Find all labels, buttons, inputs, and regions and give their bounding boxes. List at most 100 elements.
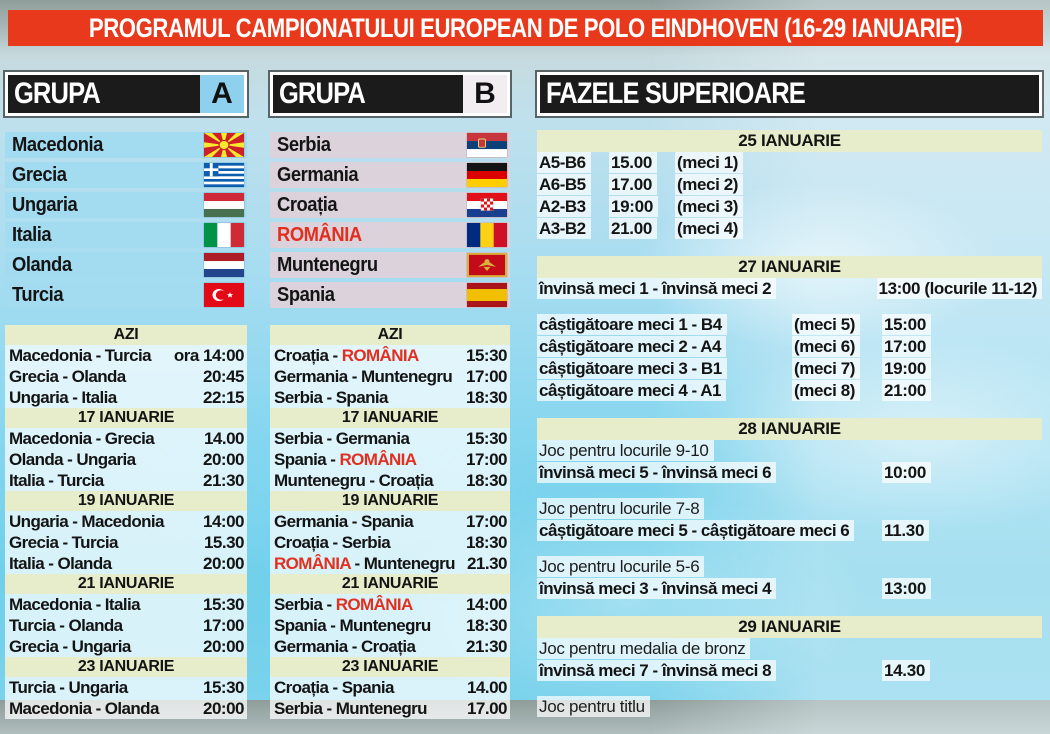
match-away: Muntenegru [335,699,428,718]
flag-turkey-icon [204,283,244,307]
match-away: Germania [335,429,410,448]
team-name: Muntenegru [277,253,378,276]
match-row: Italia - Olanda 20:00 [5,553,247,574]
match-teams: Macedonia - Grecia [9,429,155,448]
phase-note: (meci 1) [675,152,744,173]
team-row: Grecia [5,162,247,188]
phase-match-code: A3-B2 [537,218,591,239]
phase-note: (meci 8) [792,380,861,401]
match-teams: ROMÂNIA - Muntenegru [274,554,456,573]
match-away: Turcia [57,471,104,490]
match-teams: Spania - Muntenegru [274,616,431,635]
phase-spacer [537,682,1042,696]
schedule-date-bar: 23 IANUARIE [5,657,247,677]
match-teams: Macedonia - Italia [9,595,141,614]
phase-row: câștigătoare meci 4 - A1 (meci 8) 21:00 [537,380,1042,402]
group-a-schedule: AZI Macedonia - Turcia ora 14:00 Grecia - O… [5,325,247,719]
match-home: Germania [274,512,348,531]
match-row: Germania - Spania 17:00 [270,511,510,532]
phase-left: câștigătoare meci 5 - câștigătoare meci … [537,520,855,541]
match-away: Olanda [71,367,127,386]
match-time: 20:00 [203,450,244,469]
schedule-date-bar: 19 IANUARIE [270,491,510,511]
match-away: Ungaria [76,450,136,469]
group-a-label: GRUPA [13,77,101,110]
match-row: Macedonia - Italia 15:30 [5,594,247,615]
phase-row: câștigătoare meci 3 - B1 (meci 7) 19:00 [537,358,1042,380]
match-time: 20:00 [203,699,244,718]
match-away: Turcia [71,533,119,552]
phase-note: (meci 5) [792,314,861,335]
phase-left: câștigătoare meci 2 - A4 [537,336,727,357]
phase-left: Joc pentru titlu [537,696,650,717]
phase-match-code: A6-B5 [537,174,591,195]
match-home: Italia [9,554,45,573]
phase-time: 11.30 [882,520,930,541]
match-row: Serbia - Muntenegru 17.00 [270,698,510,719]
phase-spacer [537,542,1042,556]
match-away: Muntenegru [339,616,431,635]
team-name: ROMÂNIA [277,223,362,246]
match-away: Italia [104,595,141,614]
phase-row: A6-B5 17.00 (meci 2) [537,174,1042,196]
phase-date-bar: 28 IANUARIE [537,418,1042,440]
match-away: Croația [378,471,434,490]
match-row: Croația - Serbia 18:30 [270,532,510,553]
match-row: Croația - ROMÂNIA 15:30 [270,345,510,366]
match-home: ROMÂNIA [274,554,351,573]
phase-time: 19:00 [882,358,931,379]
match-teams: Germania - Spania [274,512,414,531]
phase-left: învinsă meci 1 - învinsă meci 2 [537,278,777,299]
team-row: Olanda [5,252,247,278]
match-row: Grecia - Ungaria 20:00 [5,636,247,657]
match-home: Spania [274,616,327,635]
schedule-date-bar: 21 IANUARIE [270,574,510,594]
match-away: ROMÂNIA [339,450,417,469]
flag-serbia-icon [467,133,507,157]
phase-time: 10:00 [882,462,931,483]
match-row: Germania - Croația 21:30 [270,636,510,657]
team-row: Ungaria [5,192,247,218]
match-away: Spania [335,388,389,407]
match-time: 17:00 [466,367,507,386]
match-teams: Serbia - Muntenegru [274,699,428,718]
match-row: Italia - Turcia 21:30 [5,470,247,491]
match-home: Croația [274,346,329,365]
group-a-panel: GRUPA A Macedonia Grecia Ungaria Italia Olan… [5,72,247,719]
match-away: Croația [360,637,416,656]
flag-spain-icon [467,283,507,307]
match-teams: Germania - Croația [274,637,416,656]
phase-date-bar: 29 IANUARIE [537,616,1042,638]
match-teams: Serbia - Spania [274,388,389,407]
match-home: Grecia [9,637,59,656]
match-away: Ungaria [71,637,132,656]
match-row: Muntenegru - Croația 18:30 [270,470,510,491]
phase-time: 13:00 [882,578,931,599]
phase-match-code: A2-B3 [537,196,591,217]
match-row: Ungaria - Italia 22:15 [5,387,247,408]
team-row: Serbia [270,132,510,158]
match-row: Serbia - Spania 18:30 [270,387,510,408]
match-away: ROMÂNIA [341,346,420,365]
match-row: ROMÂNIA - Muntenegru 21.30 [270,553,510,574]
match-time: 22:15 [203,388,244,407]
match-home: Muntenegru [274,471,366,490]
match-home: Croația [274,678,329,697]
team-row: Muntenegru [270,252,510,278]
match-time: 17:00 [203,616,244,635]
schedule-date-bar: 17 IANUARIE [270,408,510,428]
match-home: Serbia [274,699,323,718]
phase-row: învinsă meci 1 - învinsă meci 2 13:00 (lo… [537,278,1042,300]
match-home: Spania [274,450,327,469]
group-b-schedule: AZI Croația - ROMÂNIA 15:30 Germania - Munt… [270,325,510,719]
flag-netherlands-icon [204,253,244,277]
schedule-date-bar: 21 IANUARIE [5,574,247,594]
match-home: Grecia [9,367,59,386]
match-home: Olanda [9,450,64,469]
team-row: Italia [5,222,247,248]
phase-time: 15.00 [609,152,658,173]
match-time: ora 14:00 [173,346,245,365]
flag-romania-icon [467,223,507,247]
team-name: Turcia [12,283,64,306]
match-away: Spania [360,512,414,531]
